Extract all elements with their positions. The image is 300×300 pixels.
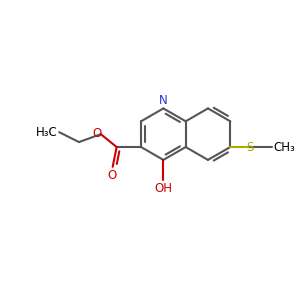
Text: CH₃: CH₃	[274, 140, 296, 154]
Text: S: S	[246, 140, 254, 154]
Text: OH: OH	[154, 182, 172, 195]
Text: N: N	[159, 94, 168, 107]
Text: O: O	[107, 169, 116, 182]
Text: H₃C: H₃C	[35, 126, 57, 139]
Text: O: O	[92, 127, 102, 140]
